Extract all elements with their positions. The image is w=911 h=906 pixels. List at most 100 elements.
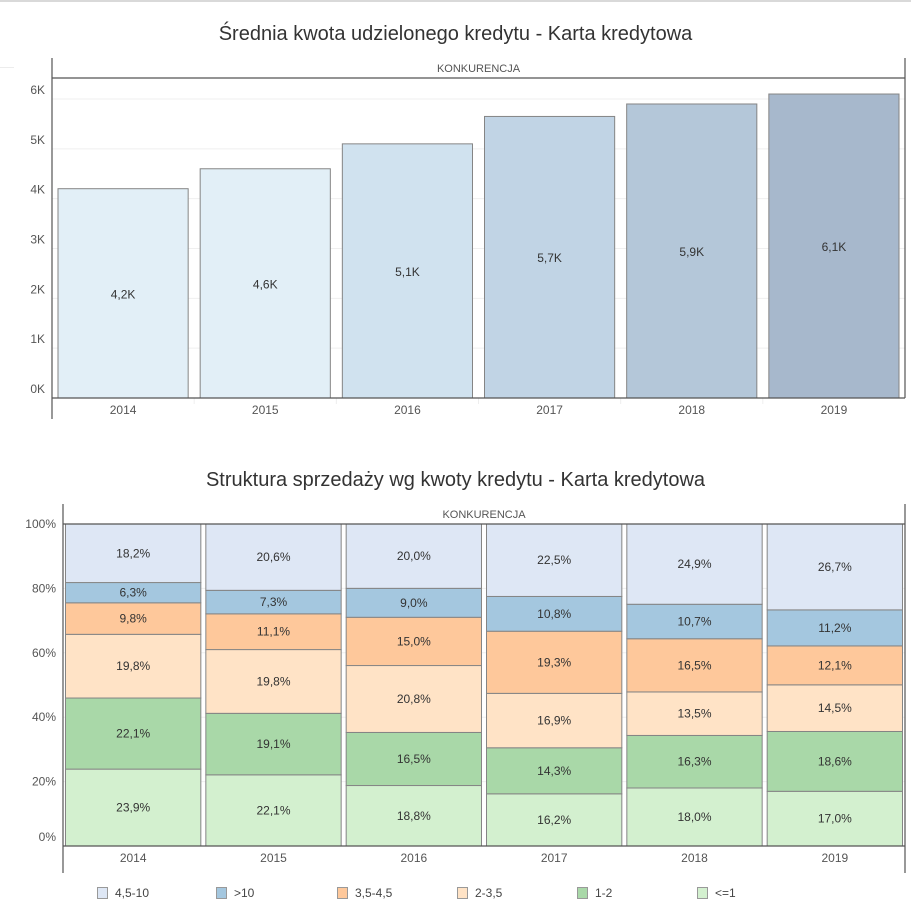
segment-2014[interactable] [65,768,202,847]
x-axis-ticks: 2014 2015 2016 2017 2018 2019 [120,851,849,865]
x-tick-label: 2019 [821,403,848,417]
segment-2019[interactable] [766,645,904,686]
segment-2018[interactable] [626,603,763,640]
segment-2018[interactable] [626,523,763,605]
data-label: 24,9% [677,557,711,571]
segment-2017[interactable] [486,595,623,632]
data-label: 26,7% [818,560,852,574]
divider [0,67,14,68]
x-tick-label: 2015 [252,403,279,417]
data-label: 11,2% [818,621,851,635]
segment-2018[interactable] [626,691,763,736]
data-label: 14,3% [537,764,571,778]
data-label: 6,1K [822,240,847,254]
data-label: 16,5% [397,752,431,766]
y-axis-ticks: 0% 20% 40% 60% 80% 100% [25,517,56,844]
x-axis-ticks: 2014 2015 2016 2017 2018 2019 [110,403,848,417]
data-label: 19,3% [537,655,571,669]
segment-2018[interactable] [626,638,763,693]
bar-2016[interactable] [341,143,474,399]
x-tick-label: 2016 [400,851,427,865]
segment-2019[interactable] [766,523,904,611]
data-label: 22,5% [537,553,571,567]
y-tick-label: 20% [32,775,56,789]
segment-2017[interactable] [486,747,623,795]
y-tick-label: 6K [30,83,45,97]
x-tick-label: 2014 [120,851,147,865]
data-label: 9,8% [119,612,147,626]
y-tick-label: 100% [25,517,56,531]
data-label: 5,7K [537,251,562,265]
segment-2015[interactable] [205,774,342,847]
bar-2015[interactable] [199,168,331,399]
y-tick-label: 2K [30,282,45,296]
legend-label: 4,5-10 [115,886,150,900]
panel-frame [62,504,906,873]
legend-item[interactable]: 4,5-10 [97,884,149,902]
data-label: 19,1% [256,737,290,751]
legend-swatch [577,887,588,899]
y-tick-label: 0% [39,830,57,844]
data-label: 16,3% [677,755,711,769]
legend-item[interactable]: >10 [216,884,254,902]
segment-2019[interactable] [766,730,904,792]
data-label: 10,7% [677,615,711,629]
data-label: 16,2% [537,813,571,827]
data-label: 18,6% [818,754,852,768]
segment-2015[interactable] [205,523,342,591]
legend: 4,5-10 >10 3,5-4,5 2-3,5 1-2 <=1 [0,884,911,902]
data-label: 10,8% [537,607,571,621]
segment-2014[interactable] [65,697,202,770]
bar-2019[interactable] [768,93,900,399]
x-tick-label: 2017 [536,403,563,417]
data-label: 18,2% [116,546,150,560]
data-labels: 4,2K 4,6K 5,1K 5,7K 5,9K 6,1K [111,240,847,301]
segment-2014[interactable] [65,633,202,699]
data-label: 16,5% [677,658,711,672]
legend-item[interactable]: 2-3,5 [457,884,502,902]
segment-2018[interactable] [626,787,763,847]
data-label: 18,8% [397,809,431,823]
segment-2016[interactable] [345,587,482,618]
x-tick-label: 2019 [821,851,848,865]
data-label: 9,0% [400,596,428,610]
legend-swatch [457,887,468,899]
y-tick-label: 3K [30,233,45,247]
data-label: 12,1% [818,658,852,672]
segment-2015[interactable] [205,613,342,651]
data-label: 7,3% [260,595,288,609]
segment-2017[interactable] [486,523,623,597]
legend-item[interactable]: 3,5-4,5 [337,884,392,902]
legend-label: 3,5-4,5 [355,886,393,900]
y-axis-ticks: 0K 1K 2K 3K 4K 5K 6K [30,83,45,396]
data-label: 4,2K [111,287,136,301]
average-credit-bar-chart: 4,2K4,6K5,1K5,7K 5,9K 6,1K 0K1K2K3K4K5K6K … [30,58,906,419]
data-label: 22,1% [256,803,290,817]
segment-2016[interactable] [345,616,482,667]
bar-2014[interactable] [57,188,189,399]
legend-swatch [216,887,227,899]
legend-swatch [337,887,348,899]
legend-label: <=1 [715,886,736,900]
bars [57,93,900,399]
bar-2017[interactable] [484,115,616,399]
y-tick-label: 40% [32,710,56,724]
x-tick-label: 2016 [394,403,421,417]
segment-2015[interactable] [205,712,342,776]
segment-2016[interactable] [345,731,482,787]
segment-2016[interactable] [345,523,482,589]
segment-2019[interactable] [766,684,904,732]
panel-header-konkurencja: KONKURENCJA [437,63,521,75]
legend-item[interactable]: <=1 [697,884,736,902]
bar-2018[interactable] [626,103,758,399]
legend-item[interactable]: 1-2 [577,884,612,902]
data-label: 20,0% [397,549,431,563]
gridlines [63,523,905,847]
y-tick-label: 4K [30,183,45,197]
data-label: 19,8% [116,659,150,673]
window-top-border [0,0,911,2]
segment-2017[interactable] [486,692,623,749]
legend-swatch [697,887,708,899]
segment-2019[interactable] [766,609,904,647]
segment-2018[interactable] [626,734,763,789]
